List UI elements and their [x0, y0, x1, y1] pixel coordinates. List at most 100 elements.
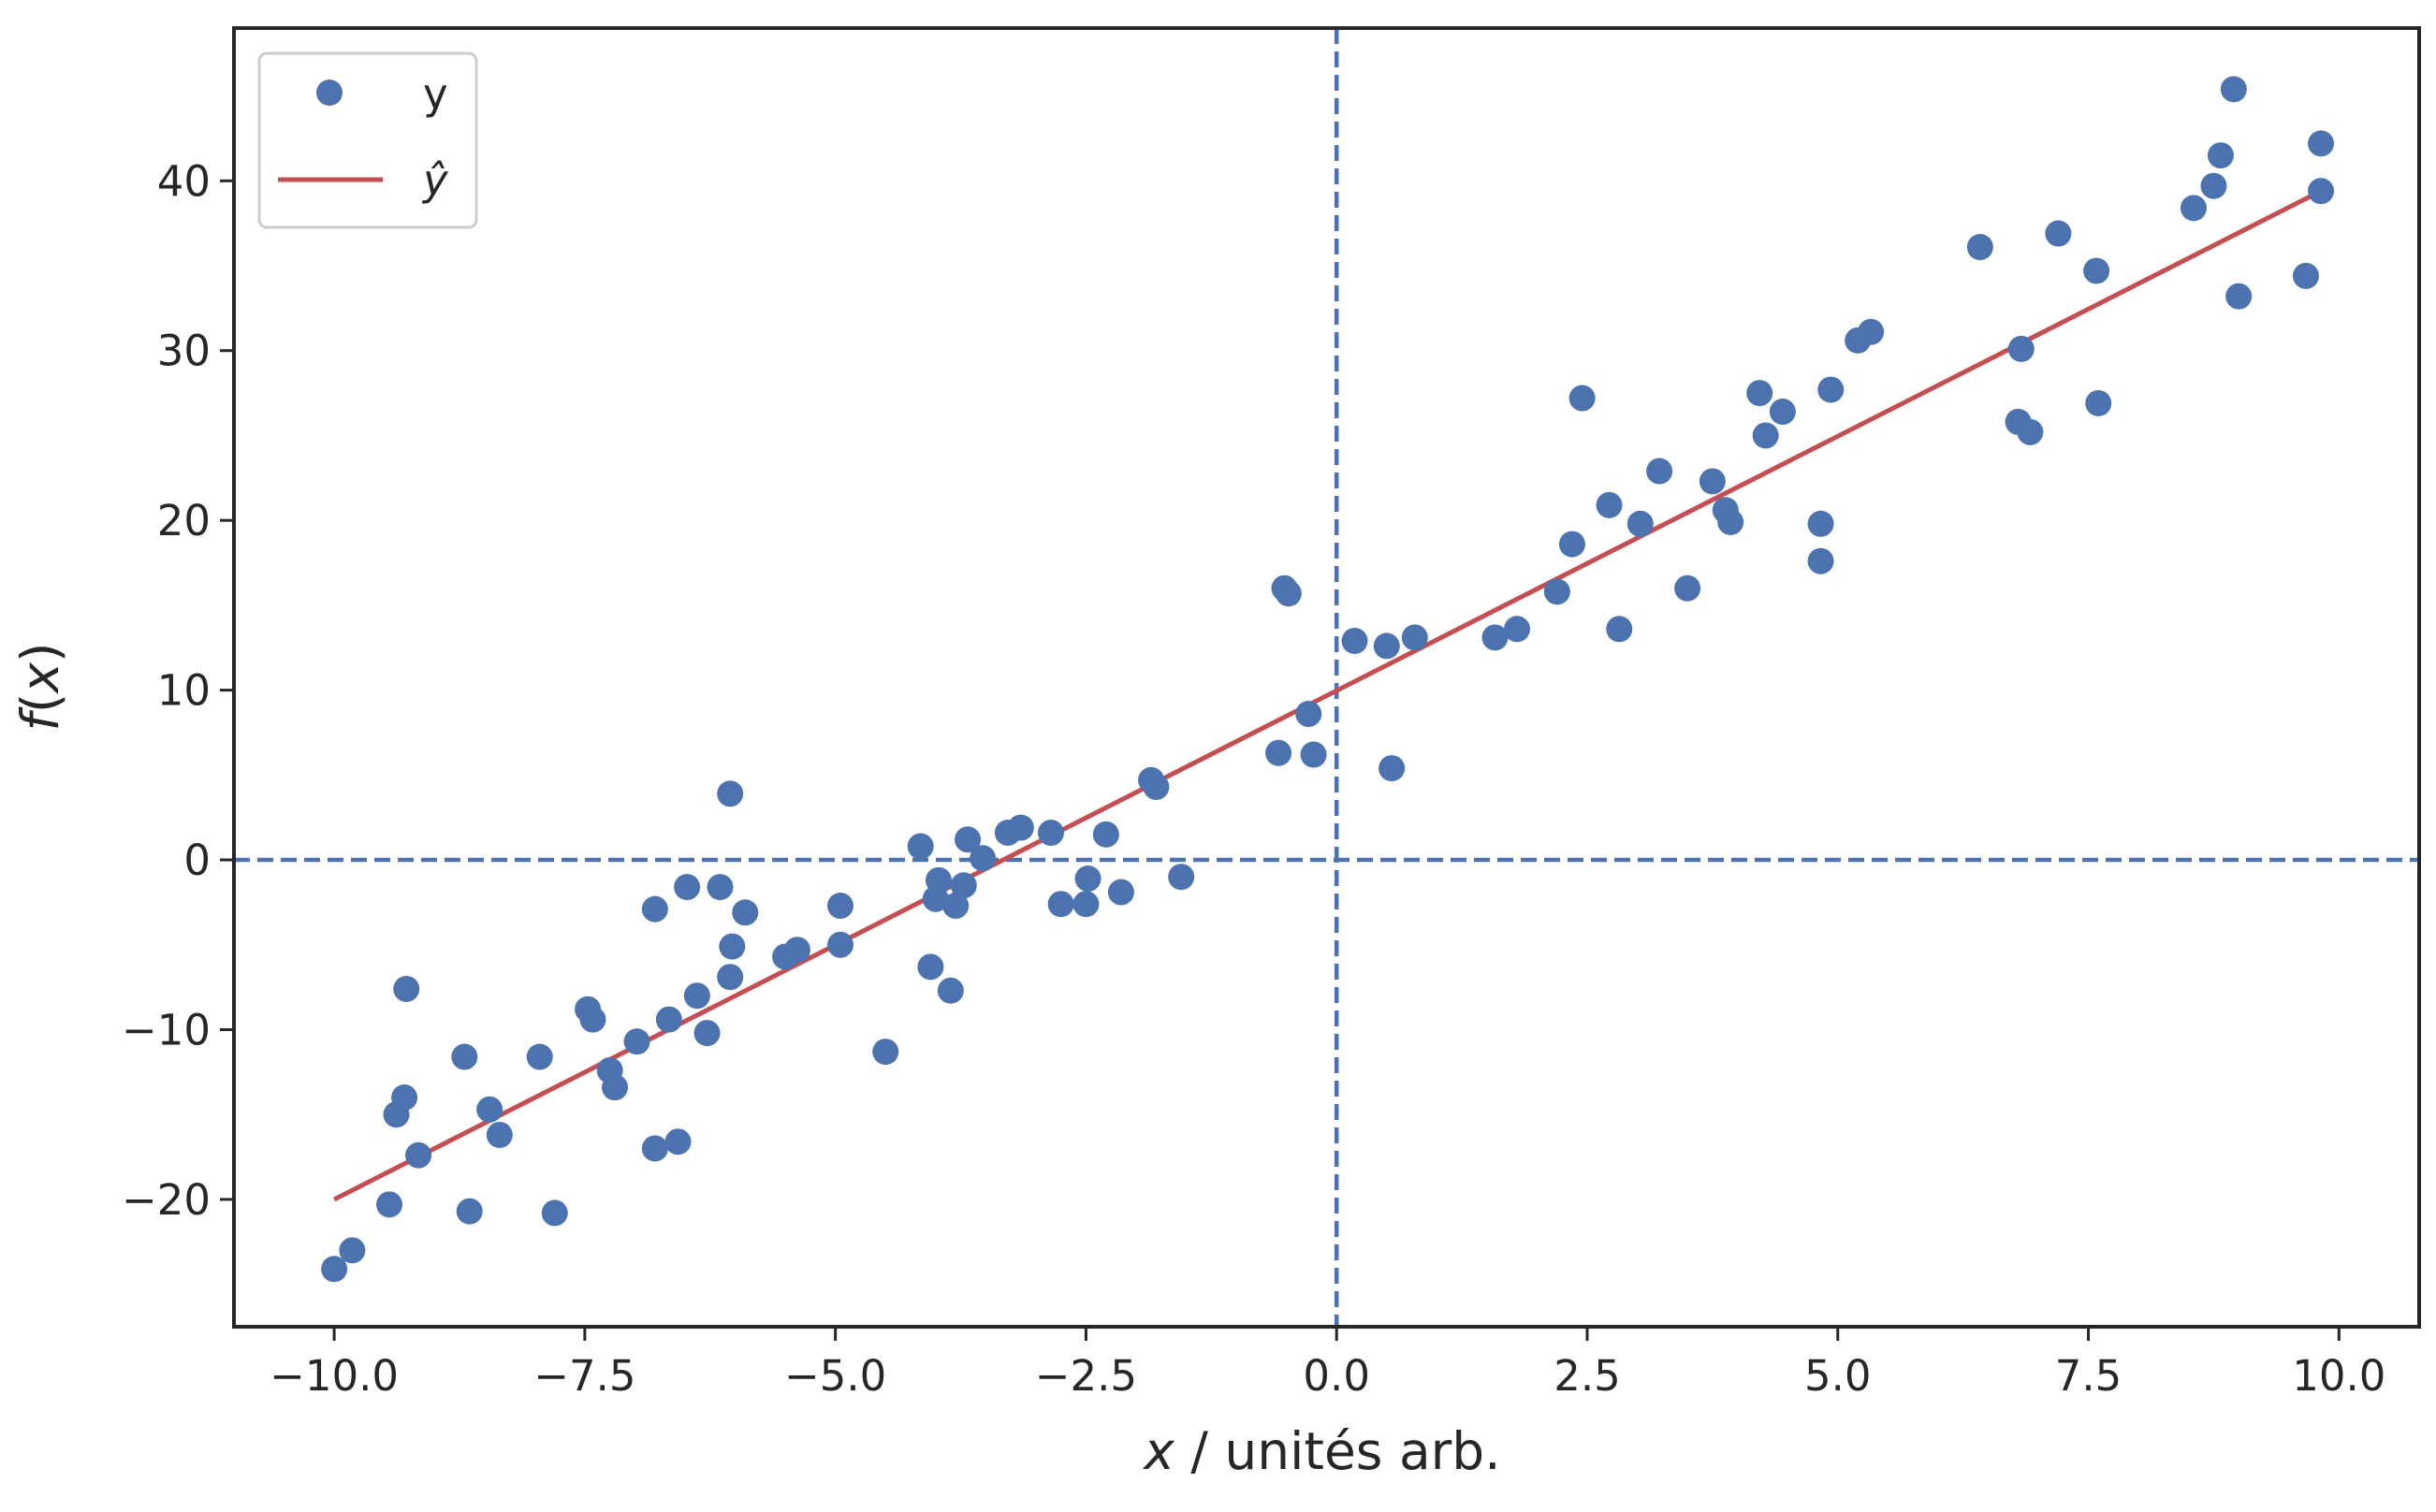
data-point — [2007, 335, 2035, 362]
y-tick-label: 30 — [157, 327, 211, 376]
data-point — [683, 982, 710, 1010]
data-point — [925, 866, 952, 894]
data-point — [321, 1256, 348, 1283]
data-point — [1606, 616, 1633, 643]
data-points — [321, 76, 2335, 1283]
data-point — [1275, 580, 1302, 607]
data-point — [1047, 891, 1074, 918]
data-point — [827, 931, 854, 958]
data-point — [955, 826, 982, 853]
x-tick-label: −5.0 — [784, 1351, 886, 1401]
data-point — [1300, 741, 1327, 768]
y-axis-label: f(x) — [10, 643, 70, 732]
data-point — [1143, 774, 1170, 801]
legend-marker-y — [316, 80, 343, 106]
data-point — [1558, 531, 1585, 558]
data-point — [655, 1006, 682, 1033]
data-point — [526, 1043, 553, 1070]
data-point — [476, 1096, 503, 1123]
y-tick-label: 0 — [183, 836, 211, 885]
y-axis-ticks: −20 −10 0 10 20 30 40 — [122, 156, 234, 1225]
data-point — [1092, 821, 1119, 848]
x-tick-label: −7.5 — [533, 1351, 635, 1401]
data-point — [970, 845, 997, 872]
data-point — [1107, 879, 1134, 906]
data-point — [937, 977, 964, 1004]
data-point — [451, 1043, 478, 1070]
data-point — [2292, 262, 2319, 289]
data-point — [641, 1135, 668, 1162]
data-point — [1674, 574, 1701, 602]
data-point — [827, 893, 854, 920]
legend-label-yhat: ŷ — [421, 155, 449, 205]
data-point — [1341, 627, 1368, 654]
x-tick-label: −2.5 — [1035, 1351, 1137, 1401]
x-axis-ticks: −10.0 −7.5 −5.0 −2.5 0.0 2.5 5.0 7.5 10.0 — [270, 1327, 2385, 1401]
x-tick-label: 2.5 — [1553, 1351, 1621, 1401]
data-point — [1378, 755, 1406, 782]
data-point — [664, 1128, 692, 1156]
data-point — [579, 1006, 606, 1033]
data-point — [1646, 458, 1673, 485]
x-tick-label: 7.5 — [2055, 1351, 2122, 1401]
data-point — [1401, 624, 1428, 651]
data-point — [1074, 865, 1101, 893]
data-point — [2200, 172, 2227, 199]
data-point — [1752, 422, 1779, 449]
data-point — [2017, 418, 2044, 445]
data-point — [1626, 510, 1654, 537]
data-point — [2308, 130, 2335, 157]
data-point — [1504, 616, 1531, 643]
x-tick-label: 5.0 — [1804, 1351, 1872, 1401]
y-tick-label: 10 — [157, 666, 211, 716]
y-tick-label: 40 — [157, 156, 211, 206]
data-point — [1568, 385, 1596, 412]
data-point — [1481, 624, 1509, 651]
x-tick-label: 10.0 — [2292, 1351, 2385, 1401]
data-point — [2181, 195, 2208, 222]
data-point — [405, 1141, 432, 1169]
legend-label-y: y — [423, 69, 448, 119]
data-point — [339, 1237, 366, 1264]
data-point — [872, 1039, 899, 1066]
data-point — [2225, 283, 2253, 310]
data-point — [1717, 508, 1744, 535]
data-point — [707, 874, 734, 901]
data-point — [2045, 220, 2072, 247]
data-point — [541, 1199, 568, 1227]
data-point — [2220, 76, 2247, 103]
data-point — [1699, 468, 1726, 495]
data-point — [1007, 814, 1034, 841]
data-point — [950, 872, 977, 899]
x-tick-label: 0.0 — [1303, 1351, 1370, 1401]
data-point — [486, 1121, 513, 1148]
data-point — [1373, 632, 1400, 660]
data-point — [1596, 491, 1623, 518]
data-point — [674, 874, 701, 901]
data-point — [2083, 257, 2110, 284]
data-point — [1037, 820, 1064, 847]
data-point — [1807, 547, 1834, 574]
reference-lines — [234, 28, 2419, 1327]
data-point — [717, 780, 744, 807]
data-point — [376, 1191, 403, 1218]
data-point — [2207, 142, 2234, 169]
data-point — [1265, 739, 1292, 766]
data-point — [783, 937, 810, 964]
data-point — [391, 1084, 418, 1112]
x-tick-label: −10.0 — [270, 1351, 399, 1401]
legend: y ŷ — [257, 51, 478, 229]
data-point — [2308, 178, 2335, 205]
data-point — [2085, 389, 2112, 416]
y-tick-label: −20 — [122, 1175, 211, 1225]
x-axis-label: x / unités arb. — [1142, 1421, 1500, 1481]
data-point — [1543, 578, 1570, 605]
data-point — [1072, 891, 1100, 918]
data-point — [1769, 399, 1796, 426]
data-point — [456, 1198, 483, 1225]
data-point — [1168, 864, 1195, 891]
data-point — [719, 933, 746, 960]
data-point — [641, 895, 668, 923]
